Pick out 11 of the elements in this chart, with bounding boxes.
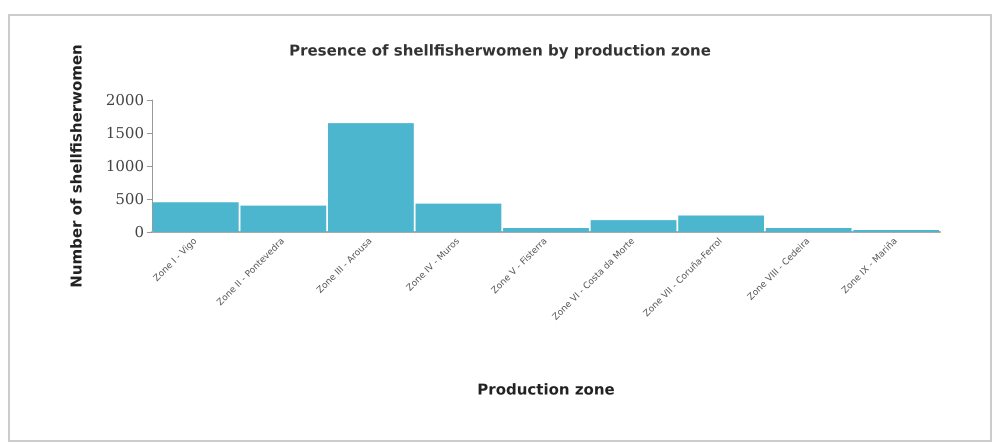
chart-title: Presence of shellfisherwomen by production zone xyxy=(289,42,711,60)
y-tick-label: 0 xyxy=(134,223,144,241)
y-tick-label: 2000 xyxy=(106,91,144,109)
y-tick-label: 1000 xyxy=(106,157,144,175)
y-tick-label: 1500 xyxy=(106,124,144,142)
bar xyxy=(152,202,239,232)
bar xyxy=(240,206,326,232)
y-axis-title: Number of shellfisherwomen xyxy=(68,44,86,288)
y-tick-label: 500 xyxy=(115,190,144,208)
bar xyxy=(766,228,852,232)
x-axis-title: Production zone xyxy=(477,380,615,398)
